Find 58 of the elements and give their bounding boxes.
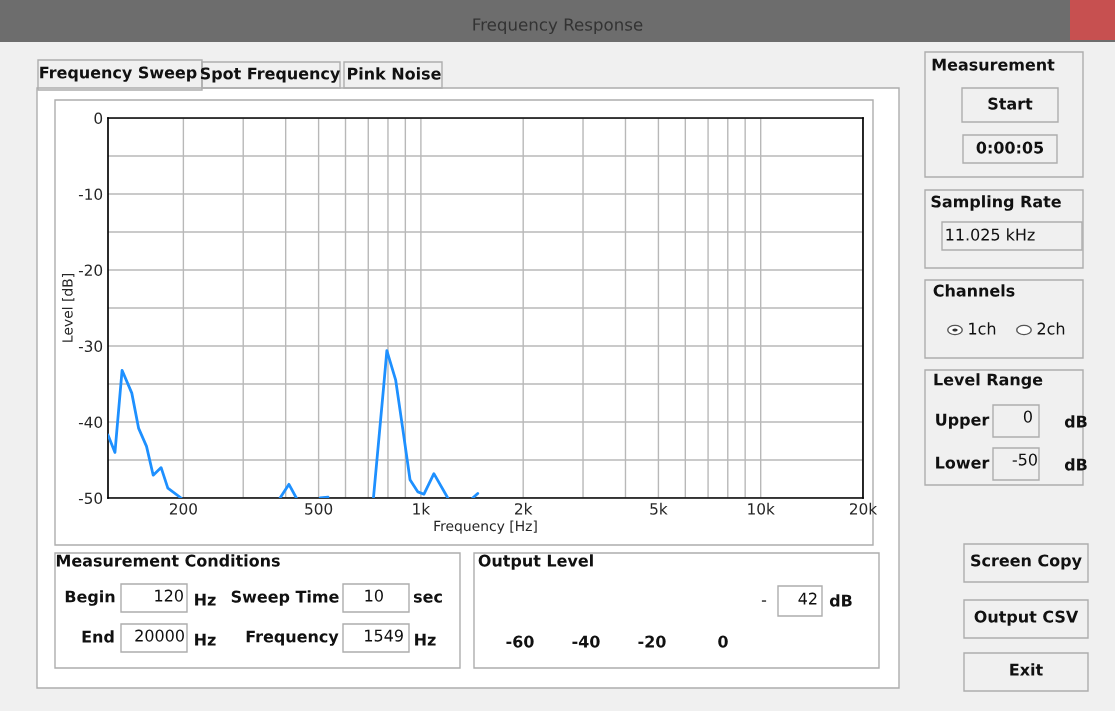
text: Begin	[65, 590, 115, 606]
text: Measurement Conditions	[56, 554, 280, 567]
text: Screen Copy	[971, 554, 1082, 570]
text: 10	[365, 589, 383, 602]
text: -20	[638, 635, 666, 648]
text: 2ch	[1037, 322, 1065, 335]
text: 1549	[365, 629, 403, 642]
text: Pink Noise	[348, 67, 441, 80]
text: Start	[988, 97, 1033, 110]
text: -60	[506, 635, 534, 648]
x-tick-label: 10k	[748, 502, 775, 515]
y-tick-label: -40	[78, 416, 103, 429]
y-tick-label: -10	[78, 188, 103, 201]
text: 1ch	[969, 322, 996, 335]
text: -	[761, 600, 767, 602]
text: sec	[413, 593, 442, 603]
text: Frequency	[246, 630, 339, 646]
text: 0	[1023, 410, 1032, 423]
text: Sampling Rate	[931, 195, 1061, 211]
text: Sweep Time	[231, 590, 339, 606]
x-axis-title: Frequency [Hz]	[434, 520, 537, 534]
text: Hz	[195, 593, 216, 606]
y-tick-label: 0	[94, 112, 103, 125]
text: Frequency Sweep	[40, 66, 197, 82]
x-tick-label: 5k	[650, 502, 668, 515]
text: Channels	[933, 284, 1015, 297]
text: dB	[829, 594, 852, 607]
text: 120	[155, 589, 183, 602]
text: End	[82, 630, 114, 643]
text: Upper	[936, 413, 990, 429]
text: Lower	[936, 456, 990, 469]
x-tick-label: 2k	[515, 502, 533, 515]
text: 20000	[135, 629, 184, 642]
y-tick-label: -20	[78, 264, 103, 277]
text: 42	[798, 592, 817, 605]
y-tick-label: -30	[78, 340, 103, 353]
text: Output CSV	[974, 610, 1079, 626]
text: -50	[1012, 453, 1037, 466]
text: Level Range	[934, 373, 1043, 389]
chart-title: Frequency Response	[473, 18, 643, 35]
text: -40	[572, 635, 600, 648]
text: Hz	[195, 633, 216, 646]
text: Output Level	[478, 554, 593, 570]
text: dB	[1064, 415, 1087, 428]
text: dB	[1064, 458, 1087, 471]
text: Hz	[415, 633, 436, 646]
text: Measurement	[932, 58, 1055, 71]
text: Exit	[1010, 663, 1043, 676]
y-tick-label: -50	[78, 492, 103, 505]
text: 0:00:05	[976, 141, 1044, 154]
x-tick-label: 200	[169, 503, 197, 515]
x-tick-label: 500	[305, 503, 333, 515]
y-axis-title: Level [dB]	[61, 274, 75, 342]
text: 11.025 kHz	[946, 228, 1035, 241]
x-tick-label: 1k	[413, 502, 431, 515]
text: Spot Frequency	[200, 67, 341, 83]
text: 0	[718, 635, 728, 648]
x-tick-label: 20k	[849, 502, 878, 515]
